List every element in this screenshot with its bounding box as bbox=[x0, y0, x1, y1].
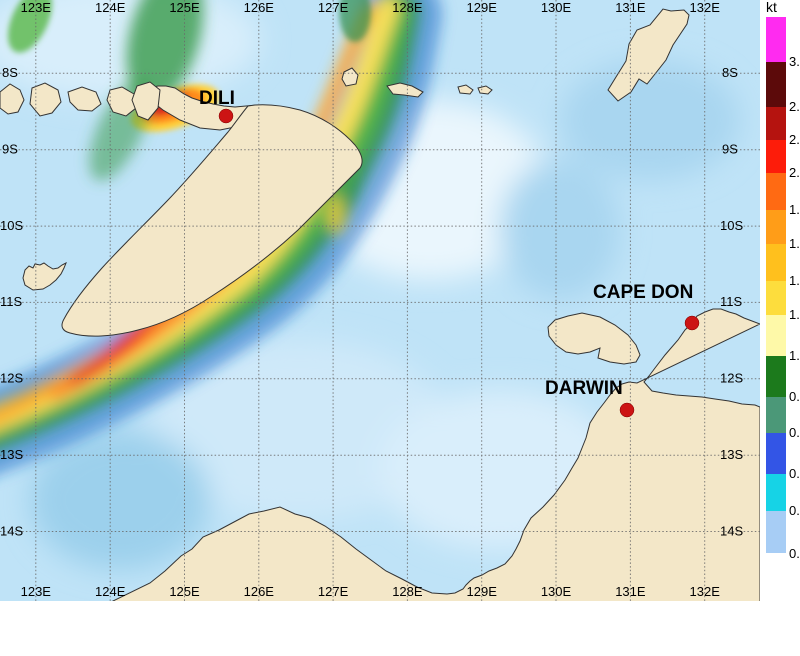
svg-text:1.4: 1.4 bbox=[789, 273, 800, 288]
svg-text:0.6: 0.6 bbox=[789, 425, 800, 440]
svg-text:131E: 131E bbox=[615, 584, 646, 599]
svg-text:10S: 10S bbox=[0, 218, 23, 233]
svg-text:123E: 123E bbox=[21, 584, 52, 599]
svg-text:129E: 129E bbox=[467, 0, 498, 15]
svg-text:8S: 8S bbox=[2, 65, 18, 80]
svg-text:12S: 12S bbox=[0, 371, 23, 386]
svg-text:3.0: 3.0 bbox=[789, 54, 800, 69]
svg-text:129E: 129E bbox=[467, 584, 498, 599]
svg-text:9S: 9S bbox=[722, 142, 738, 157]
svg-text:127E: 127E bbox=[318, 584, 349, 599]
svg-text:124E: 124E bbox=[95, 0, 126, 15]
svg-text:128E: 128E bbox=[392, 0, 423, 15]
svg-text:0.0: 0.0 bbox=[789, 546, 800, 561]
svg-text:1.8: 1.8 bbox=[789, 202, 800, 217]
svg-text:11S: 11S bbox=[0, 294, 22, 309]
svg-text:123E: 123E bbox=[21, 0, 52, 15]
svg-text:DARWIN: DARWIN bbox=[545, 378, 623, 399]
svg-text:128E: 128E bbox=[392, 584, 423, 599]
svg-text:126E: 126E bbox=[244, 0, 275, 15]
svg-text:DILI: DILI bbox=[199, 88, 235, 109]
svg-text:126E: 126E bbox=[244, 584, 275, 599]
svg-text:2.6: 2.6 bbox=[789, 99, 800, 114]
svg-text:14S: 14S bbox=[0, 524, 23, 539]
svg-text:0.2: 0.2 bbox=[789, 503, 800, 518]
svg-text:0.8: 0.8 bbox=[789, 389, 800, 404]
svg-text:9S: 9S bbox=[2, 142, 18, 157]
svg-text:14S: 14S bbox=[720, 524, 743, 539]
svg-text:2.2: 2.2 bbox=[789, 132, 800, 147]
svg-text:130E: 130E bbox=[541, 0, 572, 15]
svg-text:1.2: 1.2 bbox=[789, 307, 800, 322]
svg-text:132E: 132E bbox=[690, 0, 721, 15]
svg-text:124E: 124E bbox=[95, 584, 126, 599]
svg-text:13S: 13S bbox=[0, 447, 23, 462]
svg-text:0.4: 0.4 bbox=[789, 466, 800, 481]
svg-text:10S: 10S bbox=[720, 218, 743, 233]
svg-text:11S: 11S bbox=[720, 294, 742, 309]
svg-text:125E: 125E bbox=[169, 0, 200, 15]
svg-text:12S: 12S bbox=[720, 371, 743, 386]
svg-text:CAPE DON: CAPE DON bbox=[593, 282, 693, 303]
svg-text:8S: 8S bbox=[722, 65, 738, 80]
svg-text:125E: 125E bbox=[169, 584, 200, 599]
svg-text:132E: 132E bbox=[690, 584, 721, 599]
svg-text:130E: 130E bbox=[541, 584, 572, 599]
svg-text:1.6: 1.6 bbox=[789, 236, 800, 251]
svg-text:13S: 13S bbox=[720, 447, 743, 462]
svg-text:131E: 131E bbox=[615, 0, 646, 15]
svg-text:127E: 127E bbox=[318, 0, 349, 15]
svg-text:kt: kt bbox=[766, 0, 777, 15]
svg-text:1.0: 1.0 bbox=[789, 348, 800, 363]
svg-text:2.0: 2.0 bbox=[789, 165, 800, 180]
